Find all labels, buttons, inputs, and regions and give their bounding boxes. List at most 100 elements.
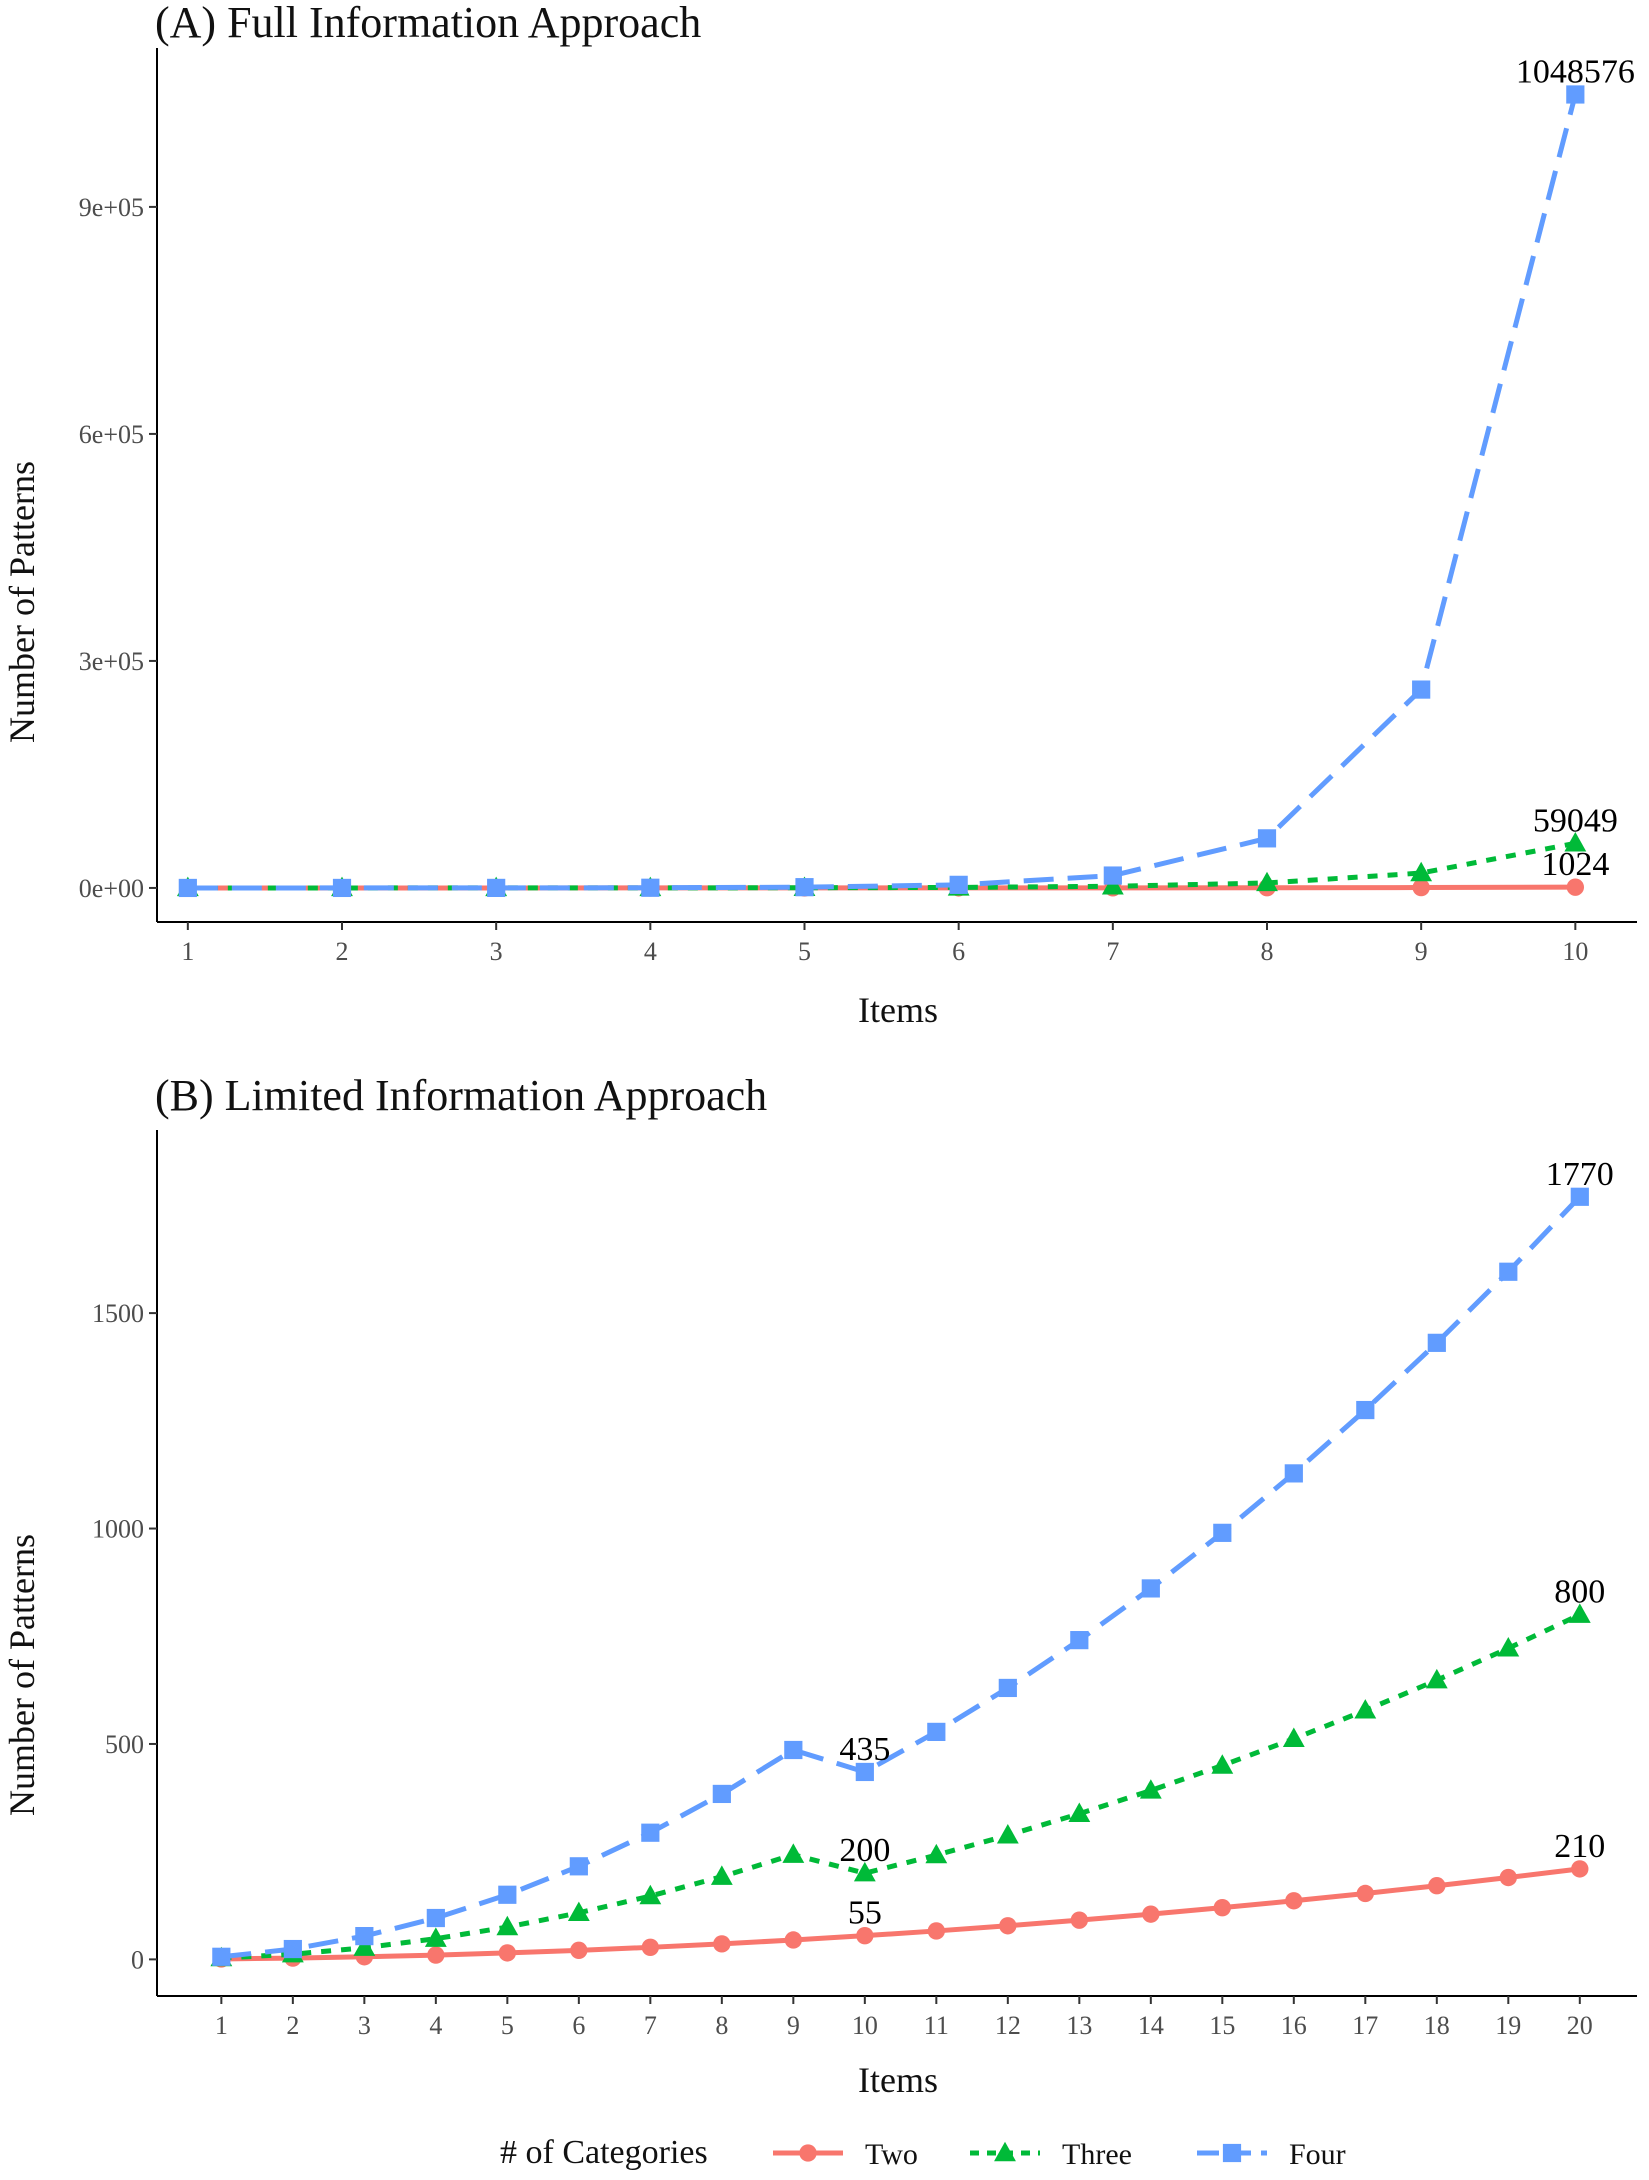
panel-b-x-tick-label: 4 xyxy=(429,2011,442,2040)
panel-b-point-four xyxy=(1356,1400,1375,1420)
panel-a-y-tick-label: 9e+05 xyxy=(79,193,144,222)
panel-b-x-tick-label: 2 xyxy=(286,2011,299,2040)
panel-a-point-four xyxy=(641,878,660,897)
panel-b-point-three xyxy=(853,1861,876,1882)
panel-b-data-label-three: 200 xyxy=(839,1832,890,1869)
legend-key-marker-four xyxy=(1222,2143,1242,2163)
panel-b-point-four xyxy=(1570,1187,1589,1206)
panel-a-point-four xyxy=(795,878,814,897)
panel-b-point-three xyxy=(1568,1603,1591,1623)
panel-b-point-three xyxy=(782,1843,805,1863)
panel-b-point-two xyxy=(1285,1892,1303,1910)
panel-b-point-three xyxy=(1282,1727,1305,1747)
panel-b-point-four xyxy=(1284,1464,1303,1483)
panel-b-point-three xyxy=(567,1901,590,1922)
panel-b-point-two xyxy=(427,1946,445,1964)
panel-b-x-tick-label: 6 xyxy=(572,2011,585,2040)
panel-b-point-two xyxy=(498,1944,517,1962)
panel-b-point-four xyxy=(855,1762,874,1782)
panel-b-point-two xyxy=(999,1917,1017,1935)
panel-a-x-tick-label: 2 xyxy=(336,937,349,966)
legend-label-four: Four xyxy=(1289,2138,1346,2171)
panel-b-x-tick-label: 10 xyxy=(852,2011,878,2040)
panel-b-point-three xyxy=(925,1843,948,1864)
panel-a-x-tick-label: 4 xyxy=(644,937,657,966)
panel-b-x-tick-label: 19 xyxy=(1495,2011,1521,2040)
panel-b-point-three xyxy=(710,1865,733,1885)
legend-label-two: Two xyxy=(865,2138,918,2171)
panel-b-point-two xyxy=(641,1938,660,1956)
legend-title: # of Categories xyxy=(500,2134,708,2171)
panel-a-x-tick-label: 9 xyxy=(1415,937,1428,966)
panel-b-point-two xyxy=(856,1927,874,1945)
panel-a-point-four xyxy=(1257,829,1277,848)
panel-b-y-tick-label: 0 xyxy=(131,1945,144,1974)
panel-b-point-four xyxy=(426,1908,445,1928)
panel-b-limited-information: (B) Limited Information Approach Number … xyxy=(2,1071,1637,2100)
panel-b-point-four xyxy=(1141,1579,1160,1598)
panel-b-y-tick-label: 1000 xyxy=(92,1515,144,1544)
panel-b-point-four xyxy=(1499,1262,1518,1281)
panel-b-point-three xyxy=(1354,1699,1377,1719)
panel-b-point-four xyxy=(212,1947,231,1966)
panel-b-point-four xyxy=(1213,1523,1232,1542)
panel-b-x-tick-label: 18 xyxy=(1424,2011,1450,2040)
panel-b-x-tick-label: 11 xyxy=(924,2011,949,2040)
panel-b-point-four xyxy=(998,1678,1017,1698)
panel-b-data-label-two: 210 xyxy=(1554,1828,1605,1865)
panel-b-point-four xyxy=(1427,1333,1446,1352)
panel-b-point-three xyxy=(1497,1637,1520,1657)
panel-b-point-three xyxy=(496,1915,519,1936)
panel-b-x-axis-title: Items xyxy=(858,2060,938,2100)
panel-a-x-tick-label: 8 xyxy=(1261,937,1274,966)
panel-b-point-three xyxy=(1425,1668,1448,1689)
panel-b-point-three xyxy=(1068,1802,1091,1822)
panel-a-x-tick-label: 7 xyxy=(1106,937,1119,966)
panel-a-y-tick-label: 3e+05 xyxy=(79,647,144,676)
panel-a-series-line-four xyxy=(187,93,1578,891)
panel-a-x-tick-label: 10 xyxy=(1562,937,1588,966)
panel-a-point-three xyxy=(1564,831,1587,852)
panel-b-y-axis-title: Number of Patterns xyxy=(2,1534,42,1816)
panel-a-point-four xyxy=(1566,85,1585,104)
panel-b-point-four xyxy=(498,1885,517,1904)
panel-b-point-four xyxy=(1070,1631,1089,1650)
panel-b-x-tick-label: 8 xyxy=(715,2011,728,2040)
legend-key-marker-three xyxy=(994,2141,1016,2162)
panel-b-x-tick-label: 17 xyxy=(1352,2011,1378,2040)
panel-b-data-label-four: 1770 xyxy=(1546,1156,1614,1193)
panel-a-y-axis-title: Number of Patterns xyxy=(2,461,42,743)
panel-b-point-four xyxy=(927,1722,946,1741)
panel-b-y-tick-label: 500 xyxy=(105,1730,144,1759)
panel-b-point-two xyxy=(1428,1877,1446,1895)
panel-b-point-four xyxy=(784,1740,803,1760)
panel-a-point-two xyxy=(1412,878,1430,897)
panel-b-series-line-four xyxy=(221,1195,1582,1960)
panel-b-point-four xyxy=(641,1823,660,1842)
panel-b-point-four xyxy=(569,1857,588,1876)
panel-b-y-tick-label: 1500 xyxy=(92,1299,144,1328)
panel-b-point-three xyxy=(996,1824,1019,1844)
panel-b-point-three xyxy=(1211,1754,1234,1774)
panel-b-title: (B) Limited Information Approach xyxy=(155,1071,767,1120)
panel-b-x-tick-label: 20 xyxy=(1567,2011,1593,2040)
panel-b-x-tick-label: 14 xyxy=(1138,2011,1164,2040)
panel-b-x-tick-label: 7 xyxy=(644,2011,657,2040)
panel-b-point-two xyxy=(1499,1868,1517,1887)
panel-a-x-tick-label: 3 xyxy=(490,937,503,966)
panel-a-y-tick-label: 6e+05 xyxy=(79,420,144,449)
panel-b-x-tick-label: 5 xyxy=(501,2011,514,2040)
panel-a-data-label-four: 1048576 xyxy=(1516,53,1635,90)
panel-a-point-four xyxy=(949,875,968,894)
panel-a-x-tick-label: 1 xyxy=(181,937,194,966)
panel-b-series-line-three xyxy=(221,1612,1581,1961)
panel-b-point-four xyxy=(355,1927,374,1946)
panel-a-point-two xyxy=(1566,878,1585,896)
panel-b-point-four xyxy=(712,1784,731,1804)
panel-a-point-four xyxy=(332,878,352,898)
panel-a-title: (A) Full Information Approach xyxy=(155,0,701,47)
panel-a-point-four xyxy=(487,878,506,897)
panel-b-point-two xyxy=(1213,1898,1231,1917)
panel-a-x-axis-title: Items xyxy=(858,990,938,1030)
